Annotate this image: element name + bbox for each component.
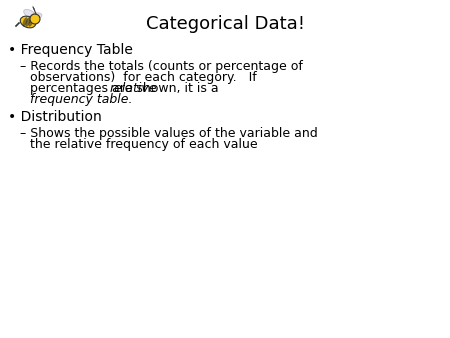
Ellipse shape bbox=[28, 17, 34, 27]
Text: – Records the totals (counts or percentage of: – Records the totals (counts or percenta… bbox=[20, 60, 303, 73]
Text: Categorical Data!: Categorical Data! bbox=[145, 15, 305, 33]
Text: percentages are shown, it is a: percentages are shown, it is a bbox=[30, 82, 223, 95]
Text: – Shows the possible values of the variable and: – Shows the possible values of the varia… bbox=[20, 127, 318, 140]
Ellipse shape bbox=[20, 16, 36, 28]
Text: observations)  for each category.   If: observations) for each category. If bbox=[30, 71, 257, 84]
Ellipse shape bbox=[22, 17, 27, 27]
Ellipse shape bbox=[26, 17, 31, 27]
Text: the relative frequency of each value: the relative frequency of each value bbox=[30, 138, 257, 151]
Text: • Distribution: • Distribution bbox=[8, 110, 102, 124]
Text: frequency table.: frequency table. bbox=[30, 93, 132, 106]
Ellipse shape bbox=[24, 9, 36, 19]
Circle shape bbox=[30, 14, 40, 24]
Text: relative: relative bbox=[110, 82, 158, 95]
Ellipse shape bbox=[30, 13, 42, 19]
Text: • Frequency Table: • Frequency Table bbox=[8, 43, 133, 57]
